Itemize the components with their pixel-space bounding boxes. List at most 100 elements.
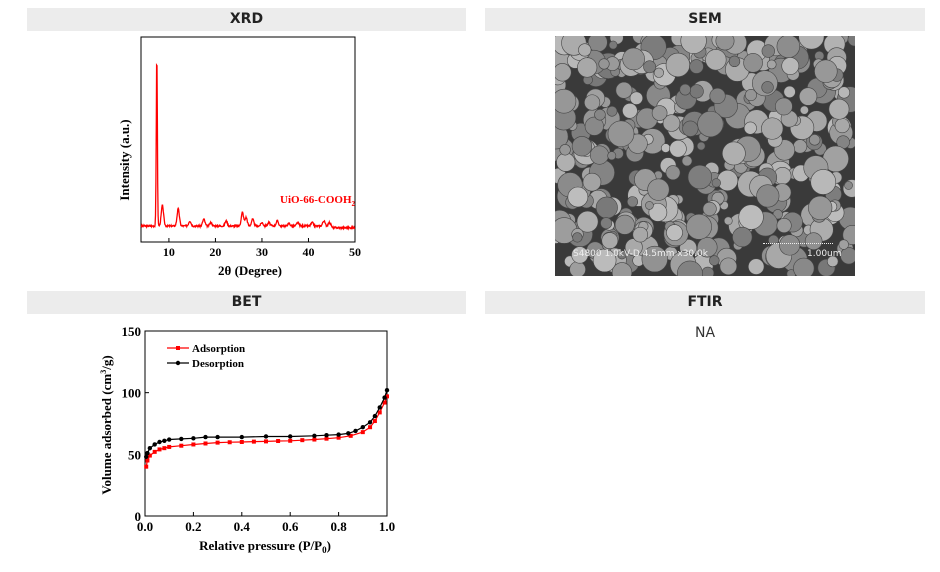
bet-x-tick-label: 0.4 xyxy=(234,519,251,534)
particle xyxy=(622,102,638,119)
bet-adsorption-point xyxy=(157,447,162,452)
bet-adsorption-point xyxy=(368,425,373,430)
bet-adsorption-point xyxy=(324,436,329,441)
bet-x-tick-label: 0.6 xyxy=(282,519,299,534)
ftir-header: FTIR xyxy=(485,291,925,314)
particle xyxy=(608,40,618,50)
bet-adsorption-point xyxy=(162,446,167,451)
xrd-header: XRD xyxy=(27,8,466,31)
bet-desorption-point xyxy=(377,405,382,410)
particle xyxy=(728,55,741,68)
sem-header: SEM xyxy=(485,8,925,31)
particle xyxy=(567,186,589,208)
particle xyxy=(680,36,707,54)
bet-adsorption-point xyxy=(372,419,377,424)
bet-desorption-point xyxy=(346,431,351,436)
particle xyxy=(689,59,704,74)
particle xyxy=(559,144,571,156)
bet-desorption-point xyxy=(384,388,390,393)
particle xyxy=(626,196,639,208)
bet-x-label: Relative pressure (P/P0) xyxy=(199,538,331,555)
particle xyxy=(572,232,583,243)
particle xyxy=(696,141,706,151)
particle xyxy=(669,140,687,158)
bet-adsorption-point xyxy=(147,453,152,458)
particle xyxy=(629,91,644,105)
xrd-x-label: 2θ (Degree) xyxy=(218,263,282,278)
bet-y-tick-label: 0 xyxy=(135,509,142,524)
bet-adsorption-point xyxy=(251,439,256,444)
particle xyxy=(600,217,613,230)
bet-desorption-point xyxy=(167,437,172,442)
particle xyxy=(595,196,618,219)
bet-desorption-point xyxy=(144,454,149,459)
xrd-x-tick-label: 10 xyxy=(163,245,175,259)
particle xyxy=(577,57,598,78)
bet-adsorption-point xyxy=(239,440,244,444)
particle xyxy=(697,237,718,258)
particle xyxy=(643,60,657,74)
bet-desorption-point xyxy=(239,434,244,440)
xrd-y-label: Intensity (a.u.) xyxy=(117,119,132,200)
bet-desorption-point xyxy=(215,434,220,440)
particle xyxy=(682,120,699,137)
sem-caption: S4800 1.0kV-D 4.5mm x30.0k xyxy=(573,249,708,259)
particle xyxy=(660,143,671,153)
particle xyxy=(584,94,601,111)
particle xyxy=(641,245,668,273)
particle xyxy=(804,232,823,251)
particle xyxy=(709,87,726,104)
particle xyxy=(723,216,733,226)
particle xyxy=(774,97,793,116)
particle xyxy=(571,246,589,264)
bet-adsorption-point xyxy=(360,430,365,435)
particle xyxy=(781,57,800,75)
xrd-annotation: UiO-66-COOH2 xyxy=(280,194,356,208)
bet-adsorption-point xyxy=(215,440,220,445)
bet-adsorption-point xyxy=(288,438,293,443)
particle xyxy=(632,226,649,243)
particle xyxy=(783,85,796,98)
particle xyxy=(798,87,818,106)
particle xyxy=(611,262,633,276)
bet-adsorption-line xyxy=(145,396,388,467)
particle xyxy=(743,53,763,73)
particle xyxy=(571,136,593,157)
xrd-x-tick-label: 40 xyxy=(302,245,314,259)
particle xyxy=(598,58,610,70)
particle xyxy=(834,118,850,134)
particle xyxy=(622,47,645,71)
legend-marker xyxy=(175,360,181,366)
particle xyxy=(645,201,654,210)
bet-desorption-point xyxy=(312,433,317,439)
particle xyxy=(555,63,572,82)
bet-desorption-point xyxy=(367,420,373,425)
particle xyxy=(615,81,633,99)
particle xyxy=(697,110,724,138)
particle xyxy=(761,44,775,58)
particle xyxy=(648,203,668,222)
bet-x-tick-label: 0.8 xyxy=(330,519,347,534)
particle xyxy=(840,247,855,265)
particle xyxy=(715,36,735,51)
bet-plot-frame xyxy=(144,330,388,517)
legend-marker xyxy=(176,346,180,350)
bet-desorption-point xyxy=(324,433,329,438)
particle xyxy=(578,43,592,57)
particle xyxy=(614,214,635,235)
bet-desorption-point xyxy=(360,425,365,430)
particle xyxy=(569,261,586,276)
bet-y-label: Volume adsorbed (cm3/g) xyxy=(99,355,114,494)
particle xyxy=(844,181,853,190)
particle xyxy=(808,134,821,146)
bet-desorption-point xyxy=(263,434,269,439)
particle xyxy=(793,257,815,276)
particle xyxy=(701,266,715,276)
particle xyxy=(582,172,602,192)
bet-adsorption-point xyxy=(312,437,317,442)
particle xyxy=(732,226,753,248)
particle xyxy=(705,49,727,71)
legend-label: Adsorption xyxy=(192,343,245,355)
particle xyxy=(647,178,670,201)
particle xyxy=(665,165,681,181)
